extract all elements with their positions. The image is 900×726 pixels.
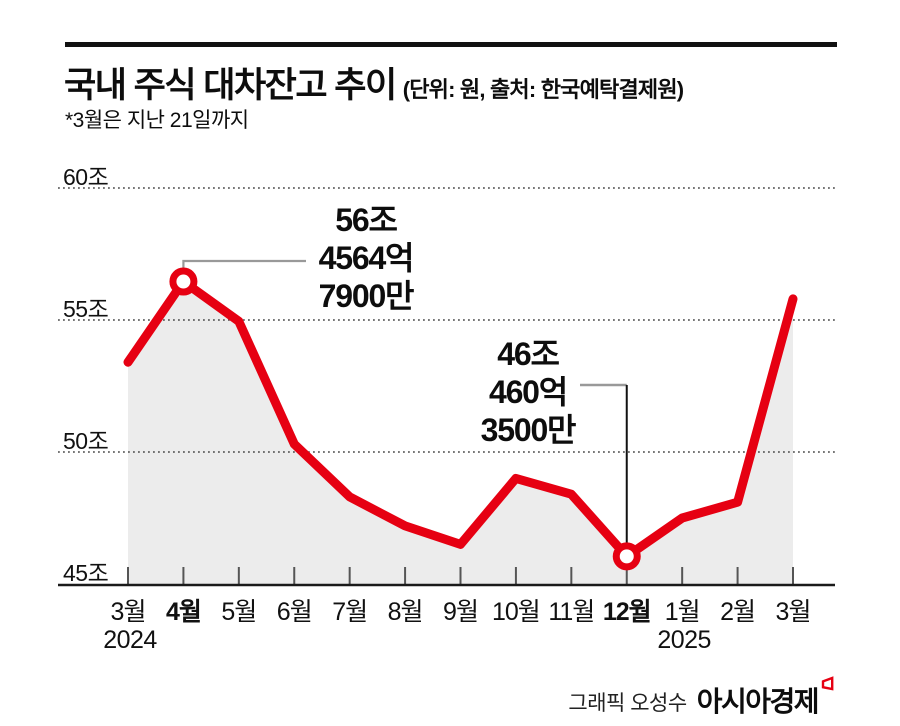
top-rule-divider	[65, 42, 837, 47]
x-axis-label-7: 10월	[492, 598, 541, 626]
x-axis-label-8: 11월	[548, 598, 595, 626]
x-axis-label-12: 3월	[775, 598, 812, 626]
x-axis-label-0: 3월	[110, 598, 147, 626]
header: 국내 주식 대차잔고 추이 (단위: 원, 출처: 한국예탁결제원)	[64, 57, 684, 108]
peak-annotation-line2: 4564억	[318, 240, 415, 276]
brand-name: 아시아경제	[696, 686, 820, 717]
peak-annotation: 56조 4564억 7900만	[266, 201, 466, 315]
graphic-credit: 그래픽 오성수	[568, 692, 687, 715]
unit-source-note: (단위: 원, 출처: 한국예탁결제원)	[402, 77, 684, 102]
footnote-subtitle: *3월은 지난 21일까지	[65, 109, 249, 132]
y-axis-label-2: 55조	[63, 296, 109, 322]
page-title: 국내 주식 대차잔고 추이	[64, 66, 397, 105]
x-axis-label-10: 1월	[664, 598, 701, 626]
x-axis-label-9: 12월	[602, 598, 652, 626]
trough-marker	[612, 542, 641, 571]
year-label-0: 2024	[103, 626, 157, 654]
y-axis-label-0: 45조	[63, 560, 109, 586]
x-axis-label-2: 5월	[221, 598, 257, 626]
x-axis-label-5: 8월	[387, 598, 424, 626]
trough-annotation-line3: 3500만	[480, 412, 577, 448]
trough-annotation-line1: 46조	[497, 336, 560, 372]
x-axis-label-6: 9월	[443, 598, 479, 626]
asiae-logo-icon	[820, 676, 835, 698]
area-fill	[128, 281, 794, 584]
peak-annotation-line3: 7900만	[318, 278, 415, 314]
x-axis-label-4: 7월	[332, 598, 368, 626]
x-axis-label-3: 6월	[276, 598, 313, 626]
x-axis-label-1: 4월	[165, 598, 202, 626]
y-axis-label-1: 50조	[63, 428, 109, 454]
peak-callout-line	[182, 259, 306, 269]
peak-marker	[169, 267, 198, 296]
credit-footer: 그래픽 오성수 아시아경제	[568, 676, 835, 720]
y-axis-label-3: 60조	[63, 164, 109, 190]
peak-annotation-line1: 56조	[335, 202, 398, 238]
trend-line	[123, 277, 798, 561]
trough-annotation: 46조 460억 3500만	[428, 335, 628, 449]
trough-annotation-line2: 460억	[488, 374, 568, 410]
year-label-1: 2025	[657, 626, 711, 654]
x-axis-label-11: 2월	[720, 598, 756, 626]
